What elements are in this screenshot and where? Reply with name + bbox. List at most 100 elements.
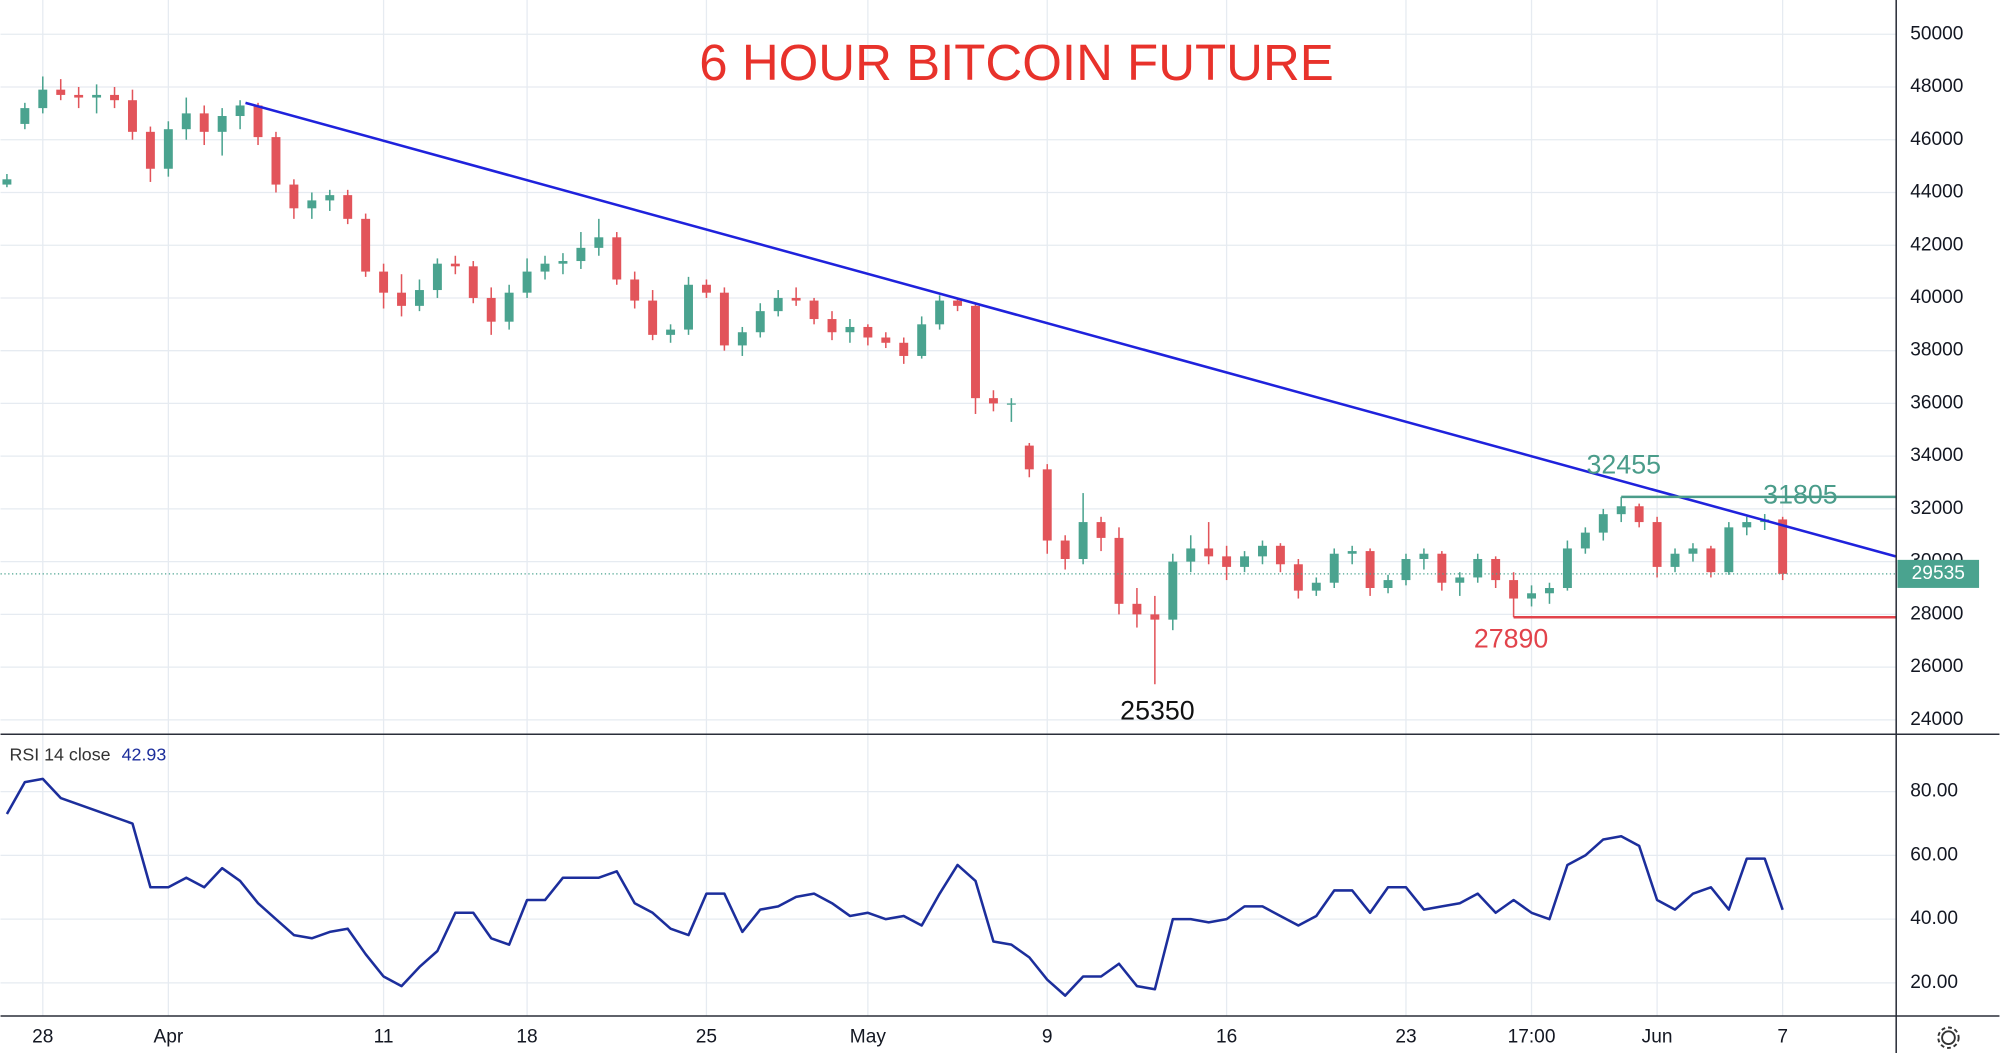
candle-body [630, 279, 640, 301]
x-tick-label: 16 [1216, 1027, 1237, 1048]
candle-body [1670, 553, 1680, 567]
y-tick-label: 40.00 [1910, 908, 1958, 929]
candle-body [307, 200, 317, 209]
candle-body [1024, 445, 1034, 470]
y-tick-label: 38000 [1910, 340, 1963, 361]
candle-body [379, 271, 389, 293]
candle-body [1545, 587, 1554, 594]
candle-body [289, 184, 299, 209]
drawn-line [245, 101, 1896, 558]
candle-body [1114, 537, 1124, 604]
candle-body [1562, 548, 1572, 588]
y-tick-label: 32000 [1910, 498, 1963, 519]
x-tick-label: 11 [374, 1027, 394, 1048]
candle-body [217, 116, 227, 132]
x-tick-label: 25 [696, 1027, 717, 1048]
candle-body [2, 179, 12, 185]
x-tick-label: Jun [1642, 1027, 1673, 1048]
candle-body [1150, 614, 1160, 620]
x-tick-label: 23 [1395, 1027, 1416, 1048]
x-tick-label: 9 [1042, 1027, 1053, 1048]
price-annotation: 31805 [1763, 479, 1837, 509]
candle-body [1258, 545, 1267, 557]
candle-body [1042, 469, 1052, 541]
candle-body [1060, 540, 1070, 559]
candle-body [988, 398, 998, 404]
candle-body [971, 305, 980, 399]
x-tick-label: Apr [153, 1027, 183, 1048]
candle-body [1006, 403, 1016, 405]
candle-body [1293, 564, 1303, 591]
candle-body [1598, 514, 1608, 533]
candle-body [74, 94, 84, 98]
candle-body [253, 105, 263, 138]
indicator-title: RSI 14 close [9, 745, 110, 765]
candle-body [397, 292, 406, 306]
candle-body [181, 113, 191, 130]
candle-body [863, 326, 873, 338]
candle-body [1132, 603, 1142, 615]
candle-body [325, 195, 335, 201]
candle-body [701, 284, 711, 293]
candle-body [1724, 527, 1734, 573]
candle-body [1168, 561, 1178, 620]
settings-icon[interactable] [1937, 1026, 1960, 1049]
candle-body [827, 319, 837, 333]
marks [0, 76, 1897, 997]
candle-body [1616, 506, 1626, 515]
y-tick-label: 80.00 [1910, 781, 1958, 802]
candle-body [1742, 522, 1752, 528]
rsi-line [5, 777, 1784, 997]
candle-body [1204, 548, 1214, 557]
candle-body [684, 284, 693, 330]
candle-body [1240, 556, 1250, 567]
candle-body [1688, 548, 1698, 554]
candle-body [92, 94, 102, 98]
candle-body [1347, 551, 1357, 554]
candle-body [1365, 551, 1375, 588]
last-price-tag [1897, 559, 1980, 588]
candle-body [648, 300, 658, 335]
x-tick-label: 17:00 [1508, 1027, 1556, 1048]
candle-body [1419, 553, 1429, 559]
price-annotation: 25350 [1120, 695, 1194, 725]
candle-body [540, 263, 550, 272]
y-tick-label: 44000 [1910, 182, 1963, 203]
candle-body [737, 332, 747, 346]
candle-body [1383, 580, 1393, 588]
x-tick-label: 28 [32, 1027, 53, 1048]
candle-body [1455, 577, 1465, 583]
candle-body [522, 271, 532, 293]
candle-body [719, 292, 729, 346]
candle-body [343, 195, 353, 219]
candle-body [128, 100, 137, 132]
last-price-label: 29535 [1912, 563, 1965, 584]
candle-body [1401, 558, 1411, 581]
candle-body [558, 261, 568, 264]
y-tick-label: 46000 [1910, 129, 1963, 150]
candle-body [1652, 522, 1662, 567]
candle-body [1096, 522, 1106, 538]
candle-body [1222, 556, 1232, 567]
candle-body [450, 263, 460, 267]
candle-body [110, 94, 119, 101]
candle-body [271, 137, 281, 185]
candle-body [612, 237, 622, 280]
candle-body [1580, 532, 1590, 549]
y-tick-label: 36000 [1910, 392, 1963, 413]
y-tick-label: 50000 [1910, 23, 1963, 44]
candle-body [1491, 558, 1501, 581]
chart-title: 6 HOUR BITCOIN FUTURE [699, 34, 1333, 91]
candle-body [1778, 519, 1788, 574]
candle-body [953, 300, 963, 306]
candle-body [56, 89, 66, 95]
y-tick-label: 42000 [1910, 234, 1963, 255]
x-tick-label: 7 [1777, 1027, 1788, 1048]
candle-body [1473, 558, 1483, 578]
y-tick-label: 60.00 [1910, 844, 1958, 865]
x-tick-label: 18 [516, 1027, 537, 1048]
candle-body [1078, 522, 1088, 559]
candle-body [38, 89, 48, 109]
candle-body [486, 297, 496, 322]
